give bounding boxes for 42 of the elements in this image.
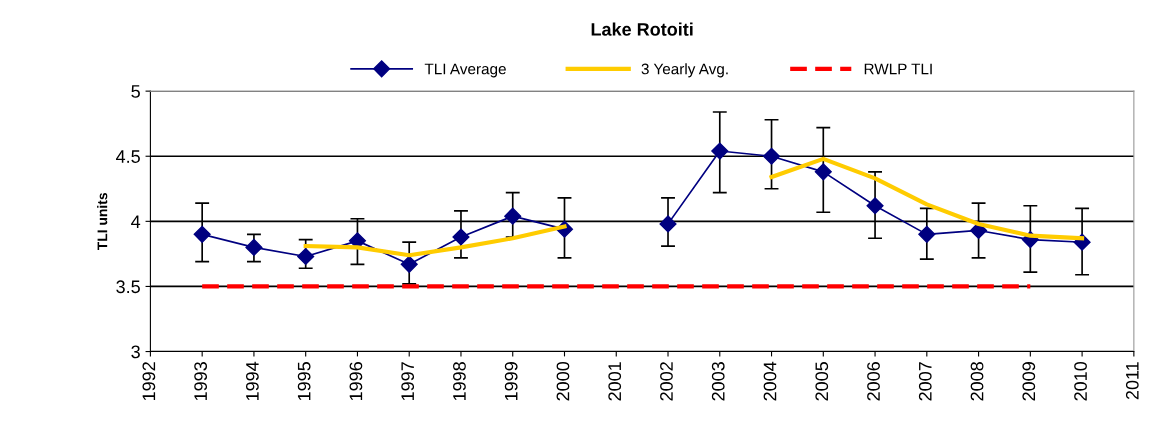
point bbox=[297, 247, 315, 266]
point bbox=[452, 228, 470, 246]
x-tick-label: 2009 bbox=[1022, 362, 1036, 401]
x-tick-label: 2004 bbox=[763, 361, 777, 401]
x-tick-label: 1995 bbox=[297, 362, 311, 401]
y-axis-title: TLI units bbox=[97, 192, 108, 251]
x-tick-label: 1998 bbox=[453, 362, 466, 401]
y-tick-label: 3.5 bbox=[116, 280, 140, 294]
point bbox=[659, 215, 677, 233]
x-tick-label: 2006 bbox=[867, 362, 880, 401]
point bbox=[762, 147, 781, 165]
point bbox=[918, 225, 936, 243]
y-tick-label: 3 bbox=[131, 345, 140, 359]
point bbox=[711, 142, 729, 160]
x-tick-label: 1997 bbox=[401, 362, 415, 401]
x-tick-label: 1994 bbox=[245, 361, 259, 401]
x-tick-label: 2007 bbox=[918, 362, 932, 401]
point bbox=[400, 255, 418, 273]
x-tick-label: 2010 bbox=[1074, 361, 1087, 401]
x-tick-label: 2011 bbox=[1125, 362, 1139, 400]
x-tick-label: 2005 bbox=[815, 362, 829, 401]
point bbox=[193, 225, 211, 243]
legend-label: 3 Yearly Avg. bbox=[641, 63, 728, 78]
chart-title: Lake Rotoiti bbox=[591, 22, 693, 36]
x-tick-label: 1992 bbox=[142, 362, 156, 401]
y-tick-label: 5 bbox=[131, 85, 140, 98]
x-tick-label: 2000 bbox=[556, 361, 570, 401]
x-tick-label: 2008 bbox=[970, 362, 984, 401]
legend-label: TLI Average bbox=[424, 63, 506, 78]
point bbox=[814, 163, 832, 181]
x-tick-label: 2002 bbox=[660, 362, 673, 401]
x-tick-label: 1993 bbox=[194, 362, 208, 401]
point bbox=[504, 207, 522, 225]
x-tick-label: 1999 bbox=[504, 362, 518, 401]
point bbox=[866, 197, 884, 215]
x-tick-label: 2001 bbox=[608, 362, 622, 401]
x-tick-label: 1996 bbox=[349, 362, 363, 401]
legend-label: RWLP TLI bbox=[864, 63, 932, 75]
x-tick-label: 2003 bbox=[711, 362, 725, 401]
y-tick-label: 4 bbox=[131, 215, 141, 228]
point bbox=[245, 238, 263, 256]
y-tick-label: 4.5 bbox=[116, 150, 140, 163]
